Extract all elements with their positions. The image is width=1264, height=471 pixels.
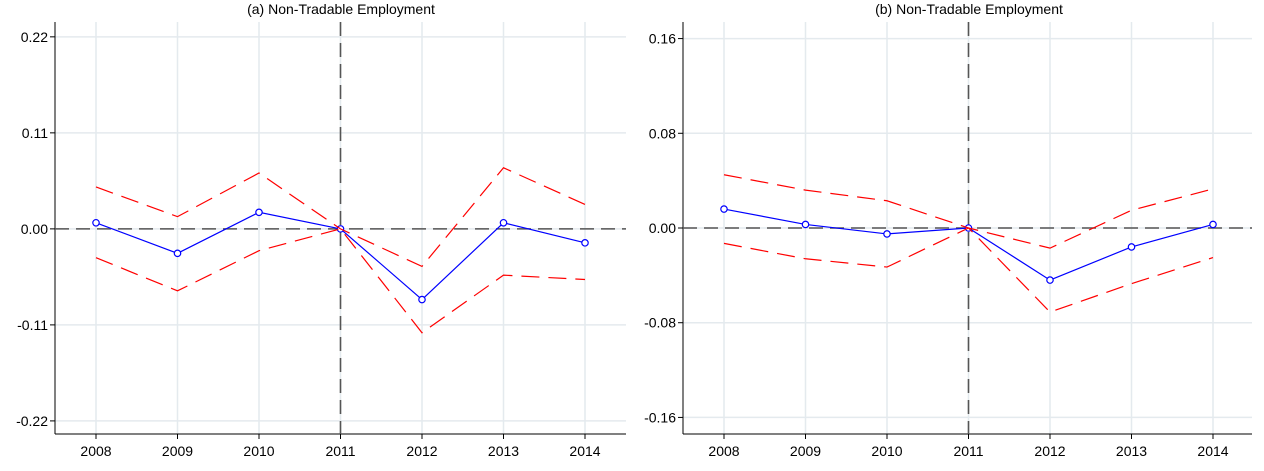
x-tick-label: 2013: [488, 443, 519, 459]
estimate-point: [92, 218, 100, 227]
x-tick-label: 2012: [406, 443, 437, 459]
estimate-point: [1127, 243, 1136, 251]
lower-series-line: [95, 228, 586, 334]
estimate-point: [1209, 220, 1217, 229]
y-tick-label: 0.22: [21, 29, 48, 45]
estimate-point: [581, 239, 589, 247]
estimate-point: [1046, 276, 1054, 284]
y-tick-label: -0.11: [17, 317, 48, 333]
x-tick-label: 2011: [325, 443, 355, 459]
panel-a-title: (a) Non-Tradable Employment: [247, 1, 435, 17]
x-tick-label: 2014: [1197, 443, 1228, 459]
x-tick-label: 2008: [80, 443, 111, 459]
upper-series-line: [95, 167, 586, 268]
x-tick-label: 2009: [790, 443, 821, 459]
estimate-point: [173, 249, 182, 258]
x-tick-label: 2011: [953, 443, 983, 459]
panel-b-title: (b) Non-Tradable Employment: [875, 1, 1063, 17]
y-tick-label: 0.08: [649, 125, 676, 141]
x-tick-label: 2009: [162, 443, 193, 459]
x-tick-label: 2010: [871, 443, 902, 459]
y-tick-label: 0.00: [21, 221, 48, 237]
estimate-point: [499, 218, 508, 227]
y-tick-label: 0.00: [649, 220, 676, 236]
y-tick-label: 0.11: [22, 125, 48, 141]
y-tick-label: 0.16: [649, 31, 676, 47]
panel-a: (a) Non-Tradable Employment 0.22 0.11 0.00…: [16, 1, 626, 459]
x-tick-label: 2010: [243, 443, 274, 459]
estimate-point: [255, 208, 263, 217]
estimate-point: [801, 220, 810, 229]
y-tick-label: -0.22: [16, 413, 48, 429]
estimate-point: [883, 230, 891, 238]
x-tick-label: 2012: [1034, 443, 1065, 459]
x-tick-label: 2014: [569, 443, 600, 459]
x-tick-label: 2013: [1116, 443, 1147, 459]
y-tick-label: -0.16: [644, 409, 676, 425]
lower-series-line: [723, 227, 1214, 313]
estimate-point: [418, 295, 426, 304]
panel-b: (b) Non-Tradable Employment 0.16 0.08 0.00…: [644, 1, 1252, 459]
y-tick-label: -0.08: [644, 315, 676, 331]
x-tick-label: 2008: [708, 443, 739, 459]
estimate-point: [720, 205, 728, 213]
